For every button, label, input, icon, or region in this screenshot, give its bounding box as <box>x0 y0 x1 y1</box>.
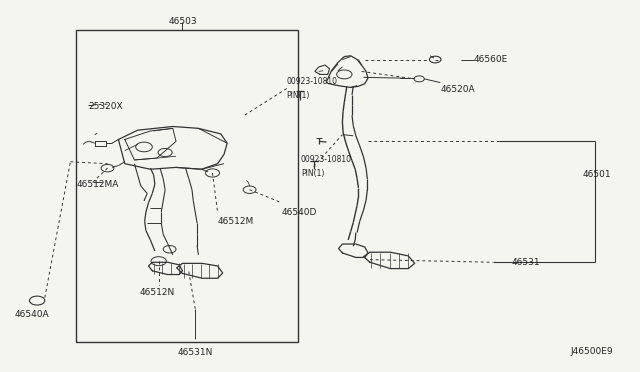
Text: 46560E: 46560E <box>474 55 508 64</box>
Text: 46531: 46531 <box>512 258 541 267</box>
Text: 00923-10810: 00923-10810 <box>287 77 338 86</box>
Text: J46500E9: J46500E9 <box>570 347 613 356</box>
Text: 46512MA: 46512MA <box>77 180 119 189</box>
Text: 46540A: 46540A <box>14 310 49 319</box>
Text: 46520A: 46520A <box>440 85 475 94</box>
Text: PIN(1): PIN(1) <box>287 91 310 100</box>
Text: 00923-10810: 00923-10810 <box>301 155 352 164</box>
Text: 46540D: 46540D <box>282 208 317 217</box>
Text: 46531N: 46531N <box>177 348 213 357</box>
Text: 46512M: 46512M <box>218 217 254 226</box>
Text: 46503: 46503 <box>168 17 196 26</box>
Text: 25320X: 25320X <box>88 102 123 110</box>
Text: PIN(1): PIN(1) <box>301 169 324 178</box>
Text: 46512N: 46512N <box>140 288 175 296</box>
Bar <box>76 30 298 342</box>
Text: 46501: 46501 <box>582 170 611 179</box>
